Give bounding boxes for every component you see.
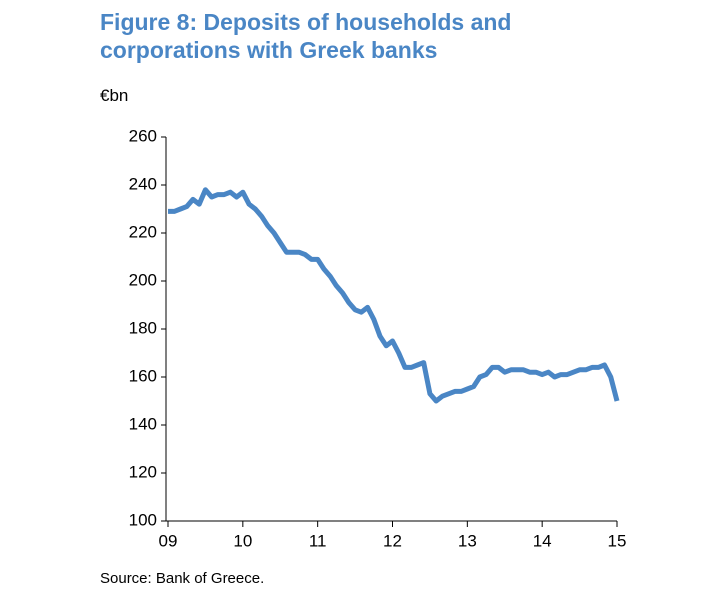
y-tick-label: 100 bbox=[129, 510, 157, 529]
x-tick-label: 12 bbox=[383, 531, 402, 550]
y-tick-label: 160 bbox=[129, 366, 157, 385]
y-axis-label: €bn bbox=[100, 86, 129, 105]
y-tick-label: 180 bbox=[129, 318, 157, 337]
chart-title: Figure 8: Deposits of households and cor… bbox=[100, 9, 512, 63]
y-tick-label: 200 bbox=[129, 270, 157, 289]
y-tick-label: 240 bbox=[129, 174, 157, 193]
data-line bbox=[168, 187, 620, 404]
x-tick-label: 09 bbox=[159, 531, 178, 550]
source-note: Source: Bank of Greece. bbox=[100, 570, 265, 587]
y-tick-label: 220 bbox=[129, 222, 157, 241]
x-tick-label: 13 bbox=[458, 531, 477, 550]
x-tick-label: 11 bbox=[309, 531, 327, 550]
y-tick-label: 140 bbox=[129, 414, 157, 433]
x-tick-label: 15 bbox=[608, 531, 627, 550]
x-tick-label: 10 bbox=[233, 531, 252, 550]
x-tick-label: 14 bbox=[533, 531, 552, 550]
y-tick-label: 260 bbox=[129, 126, 157, 145]
chart: 100 120 140 160 180 200 220 240 260 09 10 11 12 13 14 1… bbox=[129, 126, 627, 550]
y-tick-label: 120 bbox=[129, 462, 157, 481]
